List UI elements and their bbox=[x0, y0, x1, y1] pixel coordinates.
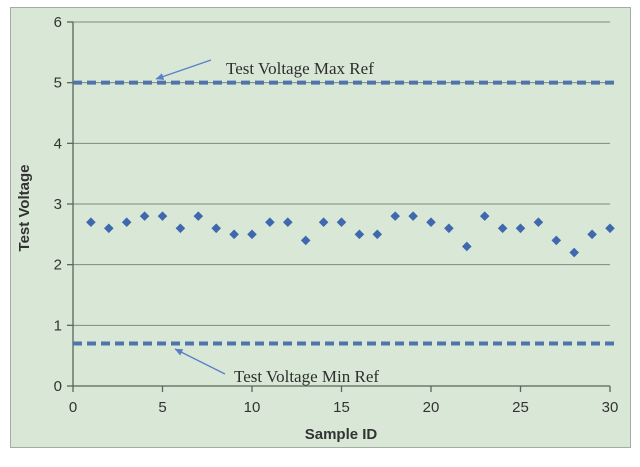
data-points bbox=[86, 211, 615, 258]
chart-area: 0 1 2 3 4 5 6 0 5 10 15 20 25 30 Test Voltage Max Ref… bbox=[10, 7, 631, 448]
data-point bbox=[247, 229, 257, 240]
data-point bbox=[211, 223, 221, 234]
data-point bbox=[372, 229, 383, 240]
tick-labels: 0 1 2 3 4 5 6 0 5 10 15 20 25 30 bbox=[54, 14, 619, 416]
y-tick-label: 6 bbox=[54, 14, 62, 31]
scatter-plot: 0 1 2 3 4 5 6 0 5 10 15 20 25 30 Test Voltage Max Ref… bbox=[16, 14, 619, 443]
data-point bbox=[462, 241, 472, 252]
y-tick-label: 5 bbox=[54, 75, 62, 92]
x-tick-label: 30 bbox=[602, 399, 619, 416]
data-point bbox=[533, 217, 544, 227]
data-point bbox=[139, 211, 150, 221]
x-tick-label: 5 bbox=[158, 399, 166, 416]
data-point bbox=[229, 229, 239, 240]
x-tick-label: 20 bbox=[423, 399, 440, 416]
data-point bbox=[193, 211, 204, 221]
y-tick-label: 0 bbox=[54, 378, 62, 395]
data-point bbox=[426, 217, 436, 227]
x-tick-label: 0 bbox=[69, 399, 77, 416]
data-point bbox=[157, 211, 168, 221]
data-point bbox=[605, 223, 615, 234]
y-tick-label: 2 bbox=[54, 257, 62, 274]
data-point bbox=[390, 211, 400, 221]
data-point bbox=[86, 217, 96, 227]
data-point bbox=[336, 217, 347, 227]
y-axis-title: Test Voltage bbox=[16, 165, 33, 252]
data-point bbox=[515, 223, 526, 234]
x-tick-label: 10 bbox=[244, 399, 261, 416]
data-point bbox=[300, 235, 311, 246]
data-point bbox=[104, 223, 114, 234]
x-tick-label: 15 bbox=[333, 399, 350, 416]
data-point bbox=[354, 229, 365, 240]
ref-lines bbox=[73, 80, 614, 346]
data-point bbox=[497, 223, 508, 234]
data-point bbox=[408, 211, 418, 221]
data-point bbox=[283, 217, 293, 227]
min-ref-annotation: Test Voltage Min Ref bbox=[234, 367, 379, 386]
max-ref-annotation: Test Voltage Max Ref bbox=[226, 59, 374, 78]
data-point bbox=[551, 235, 562, 246]
data-point bbox=[569, 247, 579, 258]
y-tick-label: 4 bbox=[54, 135, 62, 152]
x-tick-label: 25 bbox=[512, 399, 529, 416]
data-point bbox=[587, 229, 597, 240]
data-point bbox=[444, 223, 454, 234]
data-point bbox=[175, 223, 186, 234]
data-point bbox=[479, 211, 490, 221]
data-point bbox=[121, 217, 132, 227]
data-point bbox=[265, 217, 275, 227]
y-tick-label: 1 bbox=[54, 317, 62, 334]
min-ref-arrow bbox=[174, 348, 226, 375]
data-point bbox=[318, 217, 329, 227]
y-tick-label: 3 bbox=[54, 196, 62, 213]
x-axis-title: Sample ID bbox=[305, 426, 378, 443]
axis-ticks bbox=[67, 21, 611, 392]
max-ref-arrow bbox=[155, 59, 212, 80]
